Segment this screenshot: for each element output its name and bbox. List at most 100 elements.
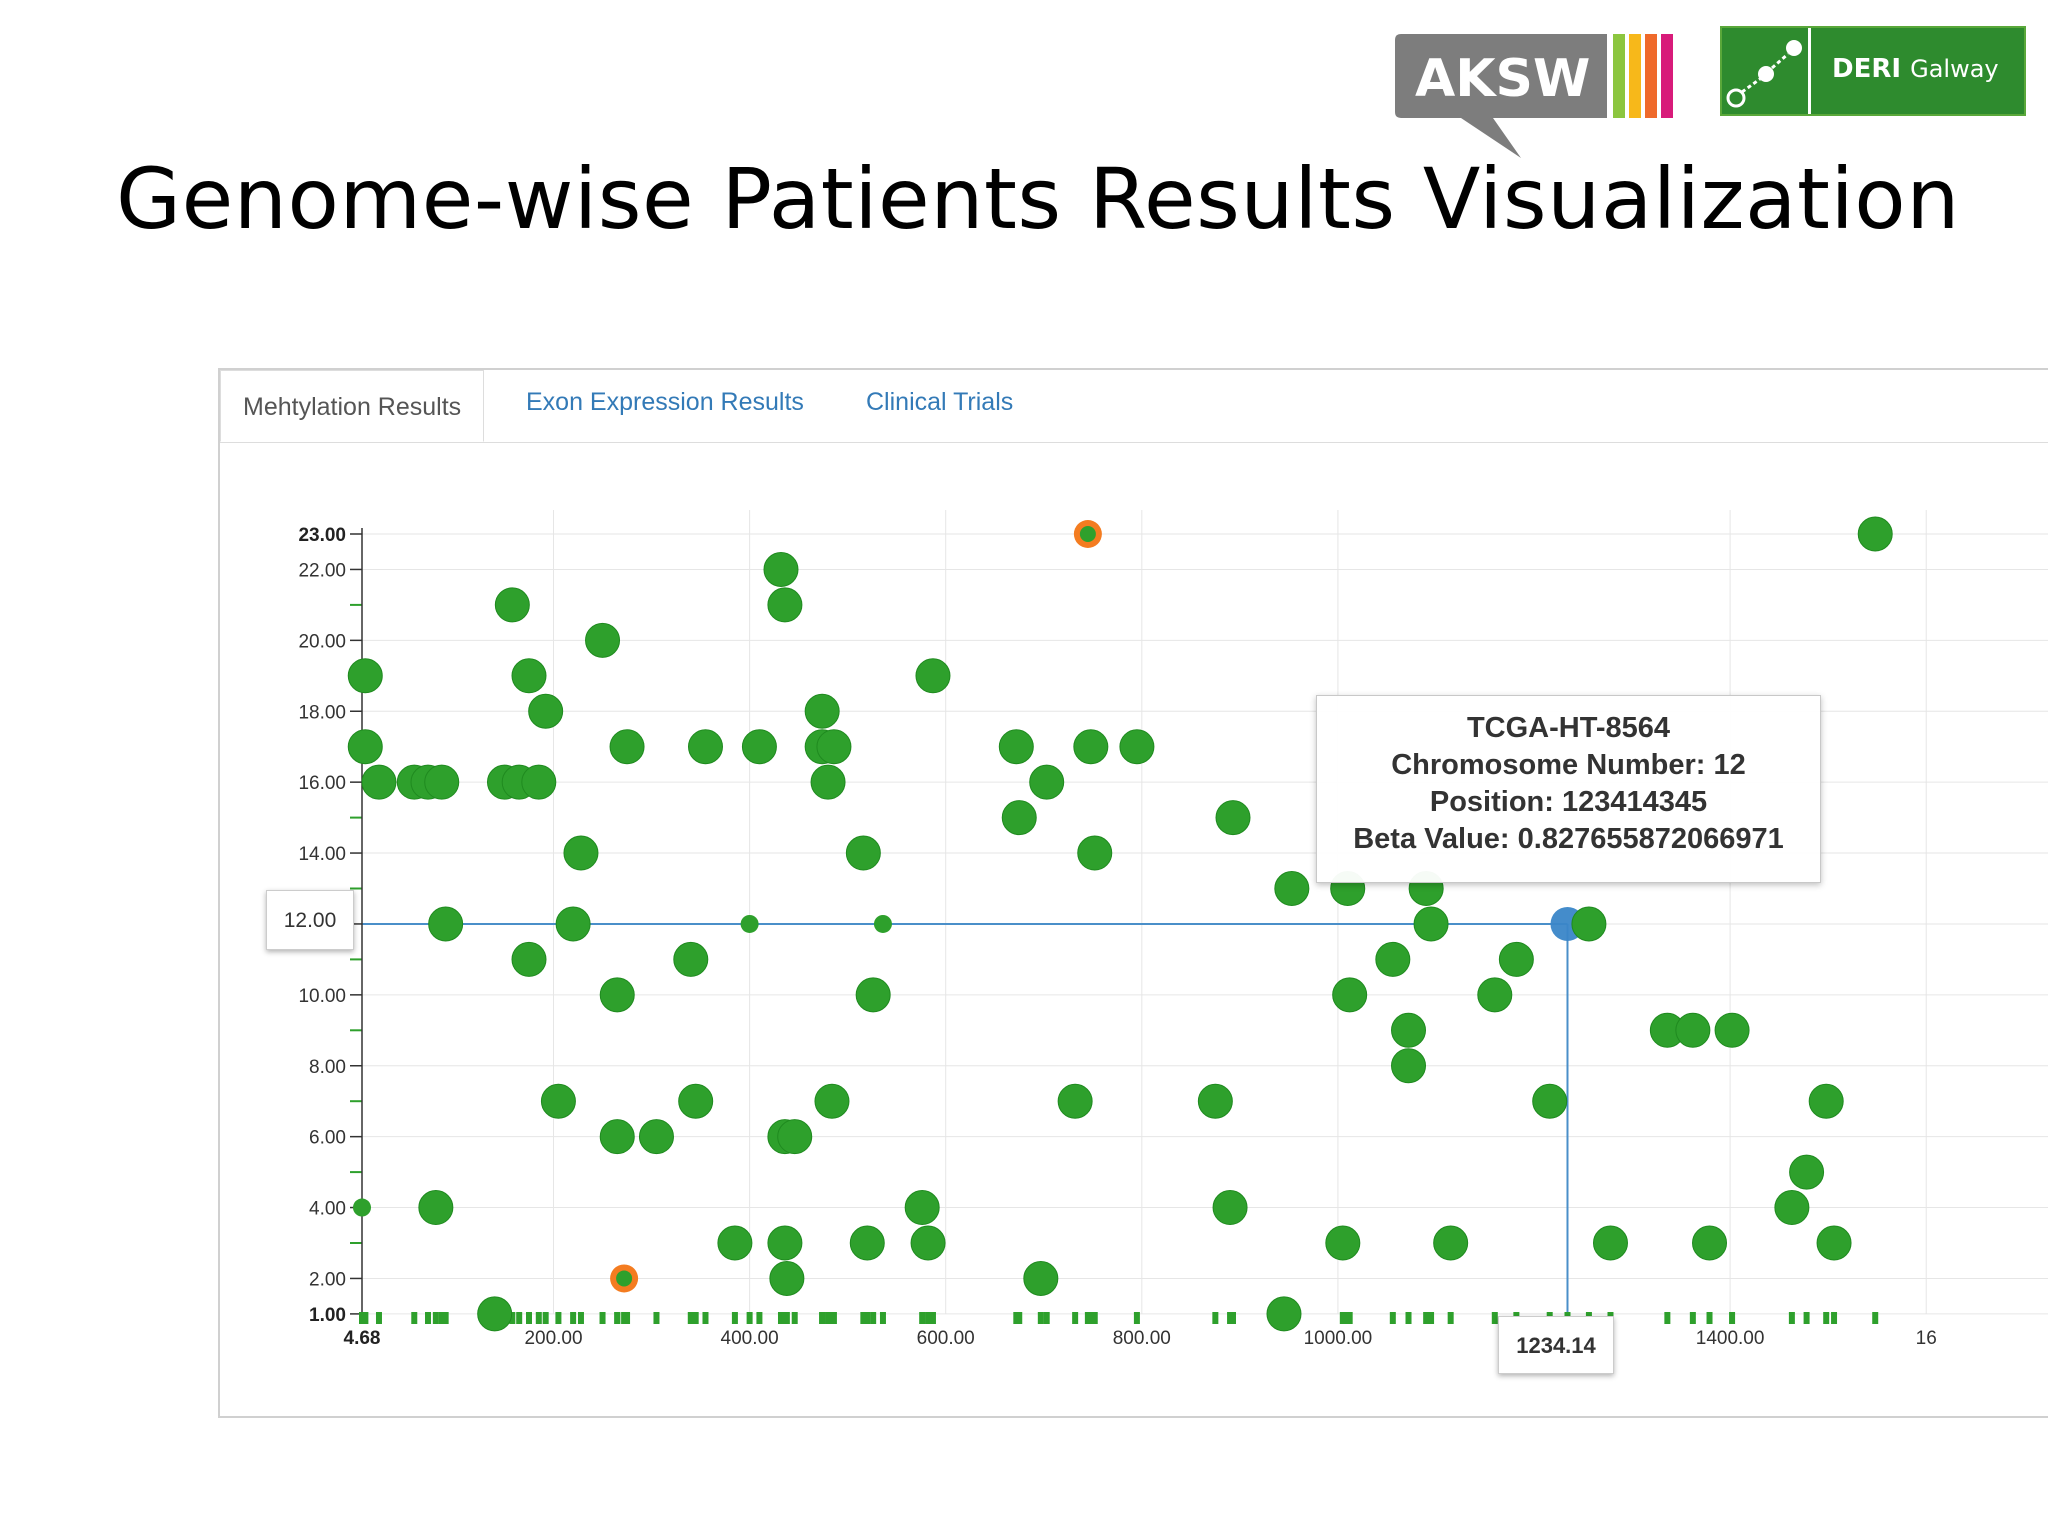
data-point [767, 1225, 803, 1261]
data-point [638, 1119, 674, 1155]
tab-clinical-trials[interactable]: Clinical Trials [866, 388, 1014, 416]
data-point [1325, 1225, 1361, 1261]
data-point [1433, 1225, 1469, 1261]
data-point [1274, 871, 1310, 906]
data-point [353, 1198, 371, 1217]
data-point [1332, 977, 1368, 1013]
x-rug-mark [1491, 1312, 1498, 1324]
y-tick-label: 14.00 [298, 844, 346, 865]
x-rug-mark [1664, 1312, 1671, 1324]
data-point [998, 729, 1034, 765]
y-tick-label: 2.00 [309, 1269, 346, 1290]
data-point [1266, 1296, 1302, 1332]
y-tick-label: 16.00 [298, 773, 346, 794]
crosshair-y-label: 12.00 [266, 890, 354, 950]
data-point [1077, 835, 1113, 871]
tooltip-position: Position: 123414345 [1429, 786, 1708, 818]
x-rug-mark [653, 1312, 660, 1324]
data-point [418, 1190, 454, 1226]
y-tick-label: 22.00 [298, 560, 346, 581]
data-point [816, 729, 852, 765]
crosshair [362, 922, 1569, 1324]
y-tick-label: 1.00 [309, 1305, 346, 1326]
tab-exon-expression-results[interactable]: Exon Expression Results [526, 388, 804, 416]
x-rug-mark [746, 1312, 753, 1324]
x-rug-mark [525, 1312, 532, 1324]
data-point [599, 1119, 635, 1155]
data-point [1675, 1012, 1711, 1048]
x-rug-mark [731, 1312, 738, 1324]
x-tick-label: 4.68 [344, 1328, 381, 1349]
x-rug-mark [1803, 1312, 1810, 1324]
data-point [494, 587, 530, 623]
data-point [540, 1083, 576, 1119]
tooltip-sample: TCGA-HT-8564 [1466, 712, 1671, 744]
data-point [1477, 977, 1513, 1013]
y-tick-label: 23.00 [298, 525, 346, 546]
y-tick-label: 6.00 [309, 1128, 346, 1149]
x-rug-mark [509, 1312, 516, 1324]
x-rug-mark [555, 1312, 562, 1324]
data-point [599, 977, 635, 1013]
x-rug-mark [1339, 1312, 1346, 1324]
y-tick-label: 10.00 [298, 986, 346, 1007]
x-rug-mark [1823, 1312, 1830, 1324]
deri-galway-logo: DERI Galway [1720, 26, 2026, 116]
data-point [873, 914, 892, 933]
x-rug-mark [783, 1312, 790, 1324]
data-point [769, 1260, 805, 1296]
data-point [1215, 800, 1251, 836]
x-rug-mark [1706, 1312, 1713, 1324]
data-point [1023, 1260, 1059, 1296]
x-rug-mark [614, 1312, 621, 1324]
x-rug-mark [702, 1312, 709, 1324]
methylation-scatter-chart[interactable]: 23.00 22.00 20.00 18.00 16.00 14.00 12.00 10.00… [220, 370, 2048, 1420]
data-point [717, 1225, 753, 1261]
data-point [428, 906, 464, 942]
data-point [424, 764, 460, 800]
data-point [1808, 1083, 1844, 1119]
data-point [1212, 1190, 1248, 1226]
data-point [904, 1190, 940, 1226]
x-rug-mark [570, 1312, 577, 1324]
data-point [855, 977, 891, 1013]
data-point [511, 941, 547, 977]
data-point [1375, 941, 1411, 977]
data-point [477, 1296, 513, 1332]
results-panel: Mehtylation Results Exon Expression Resu… [218, 368, 2048, 1418]
x-rug-mark [925, 1312, 932, 1324]
x-rug-mark [819, 1312, 826, 1324]
tooltip-beta: Beta Value: 0.827655872066971 [1353, 823, 1784, 855]
aksw-logo: AKSW [1395, 34, 1673, 158]
x-tick-label: 600.00 [917, 1328, 975, 1349]
x-rug-mark [1423, 1312, 1430, 1324]
x-rug-mark [879, 1312, 886, 1324]
tab-methylation-results[interactable]: Mehtylation Results [220, 370, 485, 442]
x-rug-mark [535, 1312, 542, 1324]
x-rug-mark [1037, 1312, 1044, 1324]
x-rug-mark [692, 1312, 699, 1324]
y-tick-label: 8.00 [309, 1057, 346, 1078]
data-point [1571, 906, 1607, 942]
data-point [347, 729, 383, 765]
data-point [1073, 729, 1109, 765]
x-rug-mark [1091, 1312, 1098, 1324]
x-rug-mark [870, 1312, 877, 1324]
data-point [687, 729, 723, 765]
data-point [673, 941, 709, 977]
x-rug-mark [1344, 1312, 1351, 1324]
data-point [804, 693, 840, 729]
data-point [810, 764, 846, 800]
x-rug-mark [577, 1312, 584, 1324]
data-point [1857, 516, 1893, 552]
point-tooltip: TCGA-HT-8564 Chromosome Number: 12 Posit… [1316, 695, 1821, 883]
x-rug-mark [1428, 1312, 1435, 1324]
data-point [777, 1119, 813, 1155]
tab-bar: Mehtylation Results Exon Expression Resu… [220, 370, 2048, 443]
data-point [511, 658, 547, 694]
data-point [1774, 1190, 1810, 1226]
svg-text:AKSW: AKSW [1415, 49, 1590, 109]
x-rug-mark [411, 1312, 418, 1324]
data-point [555, 906, 591, 942]
x-rug-mark [438, 1312, 445, 1324]
